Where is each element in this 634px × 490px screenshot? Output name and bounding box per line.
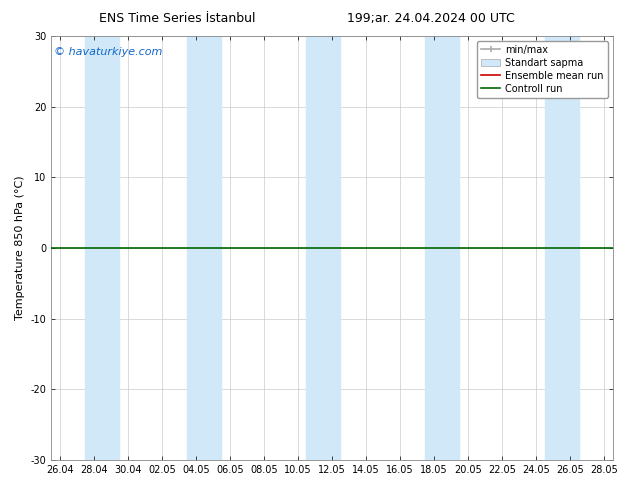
Text: 199;ar. 24.04.2024 00 UTC: 199;ar. 24.04.2024 00 UTC — [347, 12, 515, 25]
Legend: min/max, Standart sapma, Ensemble mean run, Controll run: min/max, Standart sapma, Ensemble mean r… — [477, 41, 608, 98]
Bar — [425, 36, 460, 460]
Bar — [188, 36, 221, 460]
Text: ENS Time Series İstanbul: ENS Time Series İstanbul — [100, 12, 256, 25]
Bar — [545, 36, 579, 460]
Bar — [86, 36, 119, 460]
Bar — [306, 36, 340, 460]
Y-axis label: Temperature 850 hPa (°C): Temperature 850 hPa (°C) — [15, 176, 25, 320]
Text: © havaturkiye.com: © havaturkiye.com — [54, 47, 162, 57]
